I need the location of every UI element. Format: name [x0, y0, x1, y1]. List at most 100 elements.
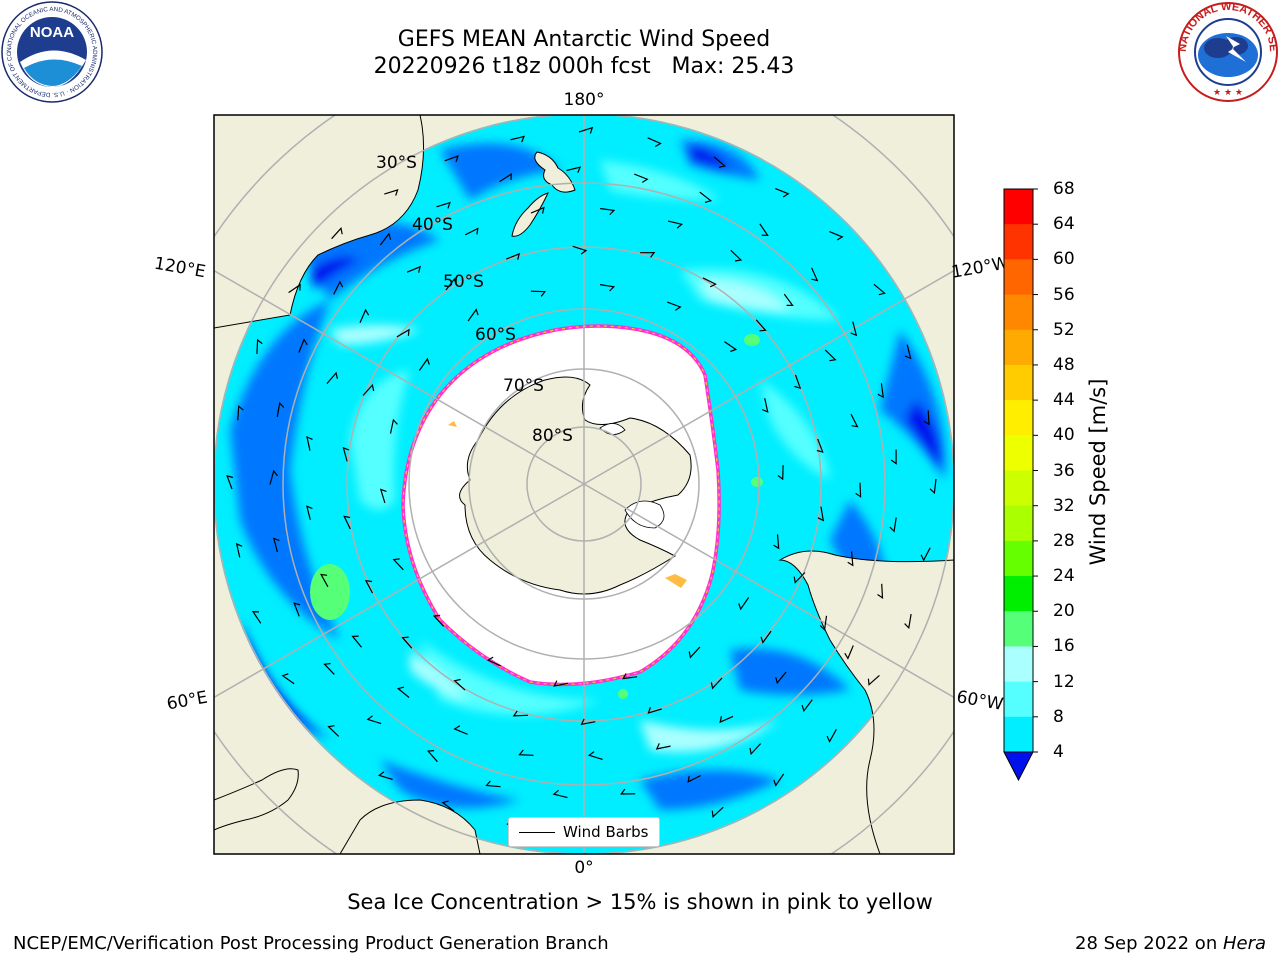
wind-barb [396, 686, 410, 698]
wind-barb [847, 551, 854, 567]
wind-barb [824, 349, 837, 362]
lat-label-50s: 50°S [443, 272, 484, 292]
colorbar-tick-label: 28 [1053, 530, 1075, 551]
wind-barb [877, 383, 884, 399]
wind-barb [801, 699, 813, 713]
wind-barb [377, 771, 393, 780]
wind-barb [510, 135, 526, 143]
map-subtitle: 20220926 t18z 000h fcst Max: 25.43 [373, 54, 795, 79]
colorbar-under-arrow [1003, 751, 1034, 782]
wind-barb [578, 126, 594, 134]
wind-barb [331, 227, 343, 240]
wind-barbs [226, 126, 937, 838]
colorbar-segment [1004, 540, 1033, 577]
colorbar-segment [1004, 224, 1033, 260]
wind-barb [256, 338, 263, 355]
wind-barb [755, 319, 767, 332]
colorbar-segment [1004, 364, 1033, 401]
wind-barb [711, 806, 724, 818]
wind-barb [444, 155, 459, 163]
colorbar-segment [1004, 435, 1033, 471]
wind-barb [323, 662, 335, 675]
wind-barbs-legend: Wind Barbs [508, 817, 660, 847]
wind-barb [327, 725, 340, 737]
colorbar-segment [1004, 611, 1033, 647]
wind-barb [850, 321, 858, 337]
wind-barb [445, 277, 457, 291]
svg-text:★ ★ ★: ★ ★ ★ [1213, 88, 1243, 98]
wind-barb [749, 743, 762, 756]
wind-barb [759, 223, 769, 237]
wind-barb [773, 773, 785, 787]
wind-barb [389, 418, 398, 434]
wind-barb [580, 718, 596, 726]
colorbar-segment [1004, 505, 1033, 542]
australia-land [214, 115, 425, 329]
wind-barb [816, 438, 824, 453]
wind-barb [293, 602, 301, 617]
lat-label-70s: 70°S [503, 376, 544, 396]
colorbar-tick-label: 68 [1053, 179, 1075, 199]
wind-barb [418, 357, 430, 371]
nws-logo: NATIONAL WEATHER SERVICE ★ ★ ★ [1176, 0, 1279, 102]
wind-barb [719, 715, 734, 724]
wind-barb [396, 328, 410, 338]
colorbar-segment [1004, 294, 1033, 331]
wind-barb [319, 573, 329, 588]
map-title: GEFS MEAN Antarctic Wind Speed [397, 27, 771, 52]
wind-barb [432, 614, 445, 627]
wind-barb [783, 293, 794, 306]
lon-label-180: 180° [564, 90, 605, 110]
wind-barb [687, 774, 701, 783]
wind-barb [826, 729, 837, 743]
wind-barb [276, 401, 285, 418]
lat-label-80s: 80°S [532, 426, 573, 446]
wind-barb [904, 344, 912, 360]
wind-barb [920, 547, 931, 562]
wind-barb [453, 678, 466, 691]
wind-barb [889, 517, 897, 533]
colorbar-segment [1004, 259, 1033, 296]
wind-barb [406, 265, 421, 273]
south-america-land [778, 550, 954, 854]
wind-barb [777, 465, 784, 481]
wind-barb [850, 413, 859, 428]
wind-barb [844, 645, 854, 660]
wind-barb [552, 789, 568, 799]
wind-barb [713, 156, 727, 168]
lat-label-30s: 30°S [376, 153, 417, 173]
wind-barb [699, 191, 713, 203]
wind-barb [485, 780, 501, 788]
colorbar-tick-label: 44 [1053, 390, 1075, 411]
wind-barb [530, 206, 545, 214]
wind-barb [359, 308, 370, 324]
wind-barb [226, 475, 234, 490]
wind-barb [724, 341, 738, 353]
wind-barb [599, 284, 616, 292]
wind-barb [272, 537, 280, 553]
wind-barb [505, 252, 521, 260]
wind-barb [384, 188, 399, 196]
wind-barb [453, 725, 468, 735]
colorbar-tick-label: 64 [1053, 214, 1075, 235]
wind-barb [688, 646, 701, 659]
wind-barb [362, 383, 375, 396]
wind-barb [235, 542, 243, 558]
wind-barb [817, 506, 825, 522]
lon-label-60e: 60°E [165, 688, 209, 715]
wind-barb [634, 173, 649, 183]
wind-barb [392, 558, 404, 571]
new-zealand-land [511, 151, 576, 237]
colorbar-tick-label: 8 [1053, 706, 1064, 727]
wind-barb [738, 597, 750, 611]
wind-barb [760, 630, 772, 644]
wind-barb [237, 405, 244, 421]
wind-barb [518, 749, 534, 756]
wind-barb [710, 677, 723, 690]
wind-barb [775, 671, 787, 685]
wind-barb [379, 488, 387, 504]
wind-barb [647, 707, 662, 714]
wind-barb [855, 482, 862, 498]
colorbar-segment [1004, 470, 1033, 507]
wind-barb [587, 751, 603, 760]
